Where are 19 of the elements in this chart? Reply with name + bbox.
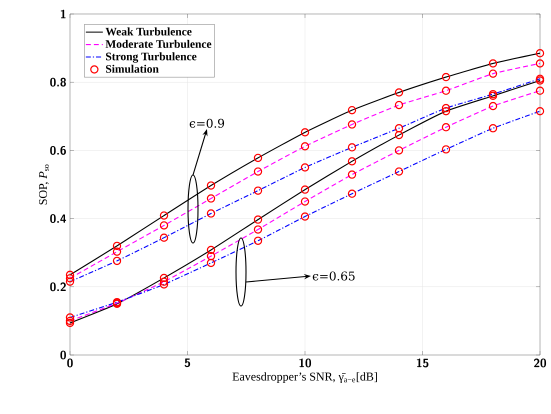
x-tick-label: 20: [534, 358, 546, 368]
legend-label: Simulation: [106, 64, 159, 73]
y-tick-label: 0.8: [50, 78, 66, 87]
y-tick-label: 0.6: [50, 146, 66, 155]
x-tick-label: 0: [67, 358, 73, 368]
x-tick-label: 15: [416, 358, 428, 368]
annotation: ϵ=0.9: [190, 118, 224, 128]
y-tick-label: 1: [60, 10, 66, 18]
y-tick-label: 0.2: [50, 282, 66, 292]
x-axis-title: Eavesdropper’s SNR, γ̄$_{a−e}$[dB]: [232, 372, 377, 384]
x-tick-label: 10: [299, 358, 312, 368]
y-tick-label: 0: [60, 350, 66, 360]
legend-label: Strong Turbulence: [106, 52, 196, 63]
y-axis-title: SOP, P$_{so}$: [39, 164, 49, 204]
annotation: ϵ=0.65: [312, 271, 355, 281]
legend-label: Weak Turbulence: [106, 27, 192, 36]
x-tick-label: 5: [184, 358, 190, 368]
y-tick-label: 0.4: [50, 214, 66, 224]
legend-label: Moderate Turbulence: [106, 40, 212, 48]
